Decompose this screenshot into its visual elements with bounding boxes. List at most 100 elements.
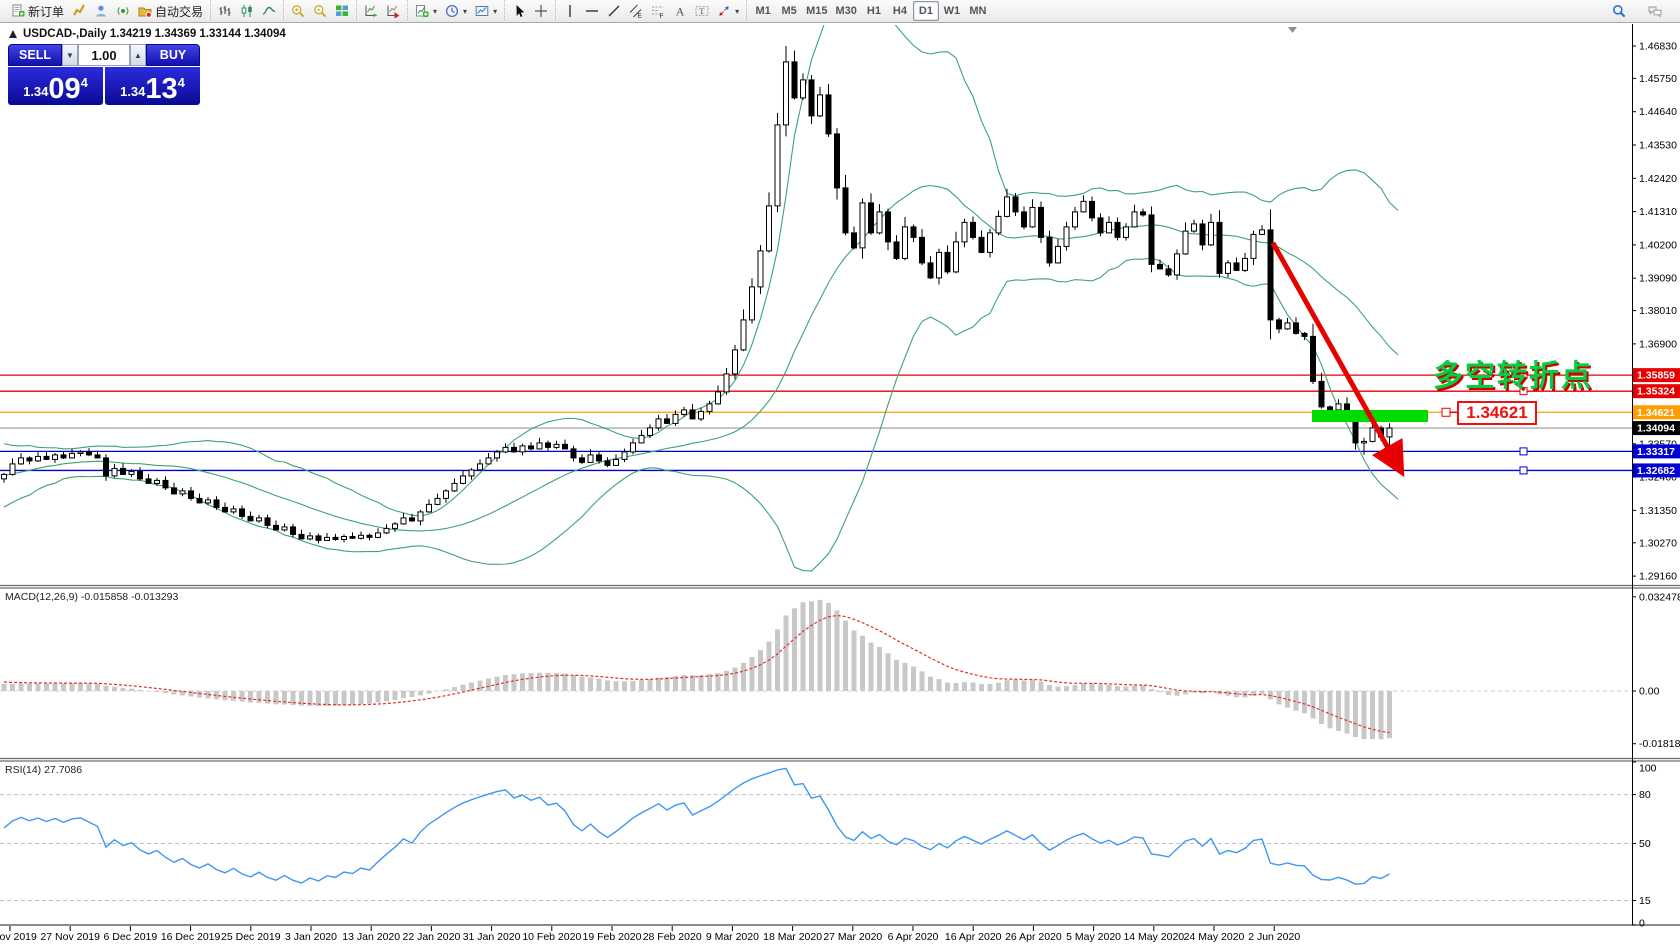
bar-chart-icon xyxy=(219,6,231,16)
search-button[interactable] xyxy=(1608,1,1630,21)
chevron-down-icon: ▾ xyxy=(493,6,498,16)
new-order-button-label: 新订单 xyxy=(28,4,65,19)
svg-text:16 Dec 2019: 16 Dec 2019 xyxy=(161,931,221,943)
svg-text:5 May 2020: 5 May 2020 xyxy=(1066,931,1121,943)
timeframe-d1[interactable]: D1 xyxy=(912,1,939,21)
signals-button[interactable] xyxy=(112,1,134,21)
fibonacci-button[interactable]: F xyxy=(647,1,669,21)
bar-chart-button[interactable] xyxy=(214,1,236,21)
buy-price-figure: 1.34 xyxy=(120,84,146,99)
text-label-button[interactable]: T xyxy=(691,1,713,21)
svg-text:1.39090: 1.39090 xyxy=(1639,273,1677,285)
svg-text:18 Mar 2020: 18 Mar 2020 xyxy=(763,931,822,943)
chart-window-icon xyxy=(73,4,85,16)
chart-corner-icon xyxy=(9,30,17,38)
sell-price-figure: 1.34 xyxy=(23,84,49,99)
symbol-ohlc-label: USDCAD-,Daily 1.34219 1.34369 1.33144 1.… xyxy=(8,28,286,40)
periods-icon xyxy=(445,4,459,18)
timeframe-w1[interactable]: W1 xyxy=(943,5,961,17)
timeframe-m15[interactable]: M15 xyxy=(806,5,828,17)
svg-text:1.29160: 1.29160 xyxy=(1639,571,1677,583)
channel-icon: E xyxy=(629,4,643,18)
autoscroll-button[interactable] xyxy=(360,1,382,21)
svg-text:2 Jun 2020: 2 Jun 2020 xyxy=(1248,931,1300,943)
lot-increase-button[interactable]: ▲ xyxy=(130,44,146,66)
price-axis[interactable]: 1.46830 1.45750 1.44640 1.43530 1.42420 1.413… xyxy=(1632,41,1680,930)
candlestick-icon xyxy=(241,5,252,17)
svg-text:80: 80 xyxy=(1639,789,1651,801)
sell-button[interactable]: SELL xyxy=(8,44,62,66)
horizontal-line-button[interactable] xyxy=(581,1,603,21)
crosshair-button[interactable] xyxy=(530,1,552,21)
community-chat-button[interactable] xyxy=(1644,1,1666,21)
tile-windows-button[interactable] xyxy=(331,1,353,21)
line-chart-icon xyxy=(262,6,276,15)
svg-text:9 Mar 2020: 9 Mar 2020 xyxy=(706,931,759,943)
templates-button[interactable]: ▾ xyxy=(471,1,501,21)
new-order-button[interactable]: 新订单 xyxy=(7,1,68,21)
lot-size-input[interactable]: 1.00 xyxy=(78,44,130,66)
profile-button[interactable] xyxy=(90,1,112,21)
svg-text:1.34621: 1.34621 xyxy=(1637,407,1675,419)
svg-text:1.30270: 1.30270 xyxy=(1639,537,1677,549)
equidistant-channel-button[interactable]: E xyxy=(625,1,647,21)
svg-text:1.42420: 1.42420 xyxy=(1639,173,1677,185)
toolbar-group xyxy=(210,0,283,23)
buy-price-button[interactable]: 1.34 13 4 xyxy=(105,67,200,105)
line-chart-button[interactable] xyxy=(258,1,280,21)
vertical-line-button[interactable] xyxy=(559,1,581,21)
trendline-button[interactable] xyxy=(603,1,625,21)
svg-text:8 Nov 2019: 8 Nov 2019 xyxy=(0,931,37,943)
crosshair-icon xyxy=(535,5,548,17)
timeframe-mn[interactable]: MN xyxy=(969,5,987,17)
price-callout-label[interactable]: 1.34621 xyxy=(1457,401,1537,425)
svg-text:14 May 2020: 14 May 2020 xyxy=(1123,931,1184,943)
arrows-icon xyxy=(719,6,729,16)
periods-button[interactable]: ▾ xyxy=(441,1,471,21)
zoom-in-icon xyxy=(292,5,305,18)
svg-text:A: A xyxy=(676,5,685,19)
toolbar-group xyxy=(283,0,356,23)
svg-text:1.35324: 1.35324 xyxy=(1637,386,1675,398)
chart-window-button[interactable] xyxy=(68,1,90,21)
svg-text:31 Jan 2020: 31 Jan 2020 xyxy=(463,931,521,943)
sell-price-button[interactable]: 1.34 09 4 xyxy=(8,67,103,105)
zoom-in-button[interactable] xyxy=(287,1,309,21)
sell-price-pips: 09 xyxy=(48,73,81,105)
svg-text:E: E xyxy=(638,13,643,19)
timeframe-m5[interactable]: M5 xyxy=(781,5,797,17)
svg-text:T: T xyxy=(699,6,705,16)
svg-text:1.38010: 1.38010 xyxy=(1639,305,1677,317)
lot-decrease-button[interactable]: ▼ xyxy=(62,44,78,66)
autotrade-button[interactable]: 自动交易 xyxy=(134,1,207,21)
arrows-button[interactable]: ▾ xyxy=(713,1,743,21)
cursor-icon xyxy=(516,5,525,17)
svg-text:50: 50 xyxy=(1639,838,1651,850)
svg-text:1.44640: 1.44640 xyxy=(1639,106,1677,118)
chevron-down-icon: ▾ xyxy=(735,6,740,16)
svg-text:24 May 2020: 24 May 2020 xyxy=(1184,931,1245,943)
svg-text:25 Dec 2019: 25 Dec 2019 xyxy=(221,931,281,943)
buy-price-point: 4 xyxy=(177,75,185,90)
indicators-icon xyxy=(416,5,429,17)
buy-button[interactable]: BUY xyxy=(146,44,200,66)
zoom-out-button[interactable] xyxy=(309,1,331,21)
text-button[interactable]: A xyxy=(669,1,691,21)
indicators-button[interactable]: ▾ xyxy=(411,1,441,21)
candlestick-button[interactable] xyxy=(236,1,258,21)
svg-text:19 Feb 2020: 19 Feb 2020 xyxy=(583,931,642,943)
cursor-button[interactable] xyxy=(508,1,530,21)
chart-shift-button[interactable] xyxy=(382,1,404,21)
timeframe-h1[interactable]: H1 xyxy=(866,5,881,17)
timeframe-m30[interactable]: M30 xyxy=(835,5,857,17)
timeframe-m1[interactable]: M1 xyxy=(755,5,771,17)
svg-text:1.40200: 1.40200 xyxy=(1639,239,1677,251)
text-icon: A xyxy=(676,5,685,19)
autotrade-icon xyxy=(138,7,152,18)
svg-text:28 Feb 2020: 28 Feb 2020 xyxy=(643,931,702,943)
timeframe-h4[interactable]: H4 xyxy=(892,5,907,17)
svg-text:6 Dec 2019: 6 Dec 2019 xyxy=(104,931,158,943)
svg-text:0.00: 0.00 xyxy=(1639,686,1660,698)
